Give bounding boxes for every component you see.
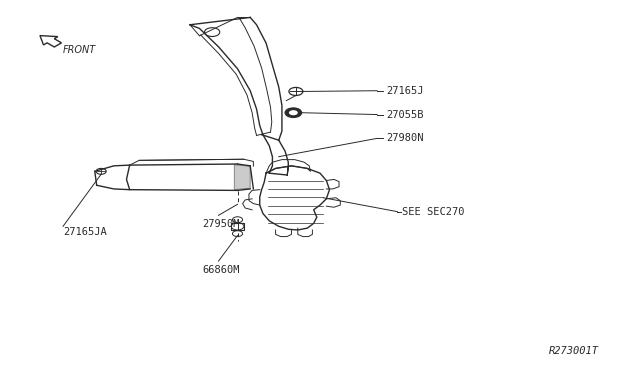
Text: 27165JA: 27165JA	[63, 227, 107, 237]
Text: 27980N: 27980N	[387, 134, 424, 143]
Text: 27165J: 27165J	[387, 86, 424, 96]
Circle shape	[289, 110, 298, 115]
Polygon shape	[40, 36, 61, 47]
Polygon shape	[234, 165, 250, 190]
Text: SEE SEC270: SEE SEC270	[403, 207, 465, 217]
Text: 27950M: 27950M	[203, 219, 240, 230]
Circle shape	[285, 108, 301, 118]
Text: 66860M: 66860M	[203, 265, 240, 275]
Text: FRONT: FRONT	[63, 45, 96, 55]
Text: 27055B: 27055B	[387, 109, 424, 119]
Text: R273001T: R273001T	[549, 346, 599, 356]
